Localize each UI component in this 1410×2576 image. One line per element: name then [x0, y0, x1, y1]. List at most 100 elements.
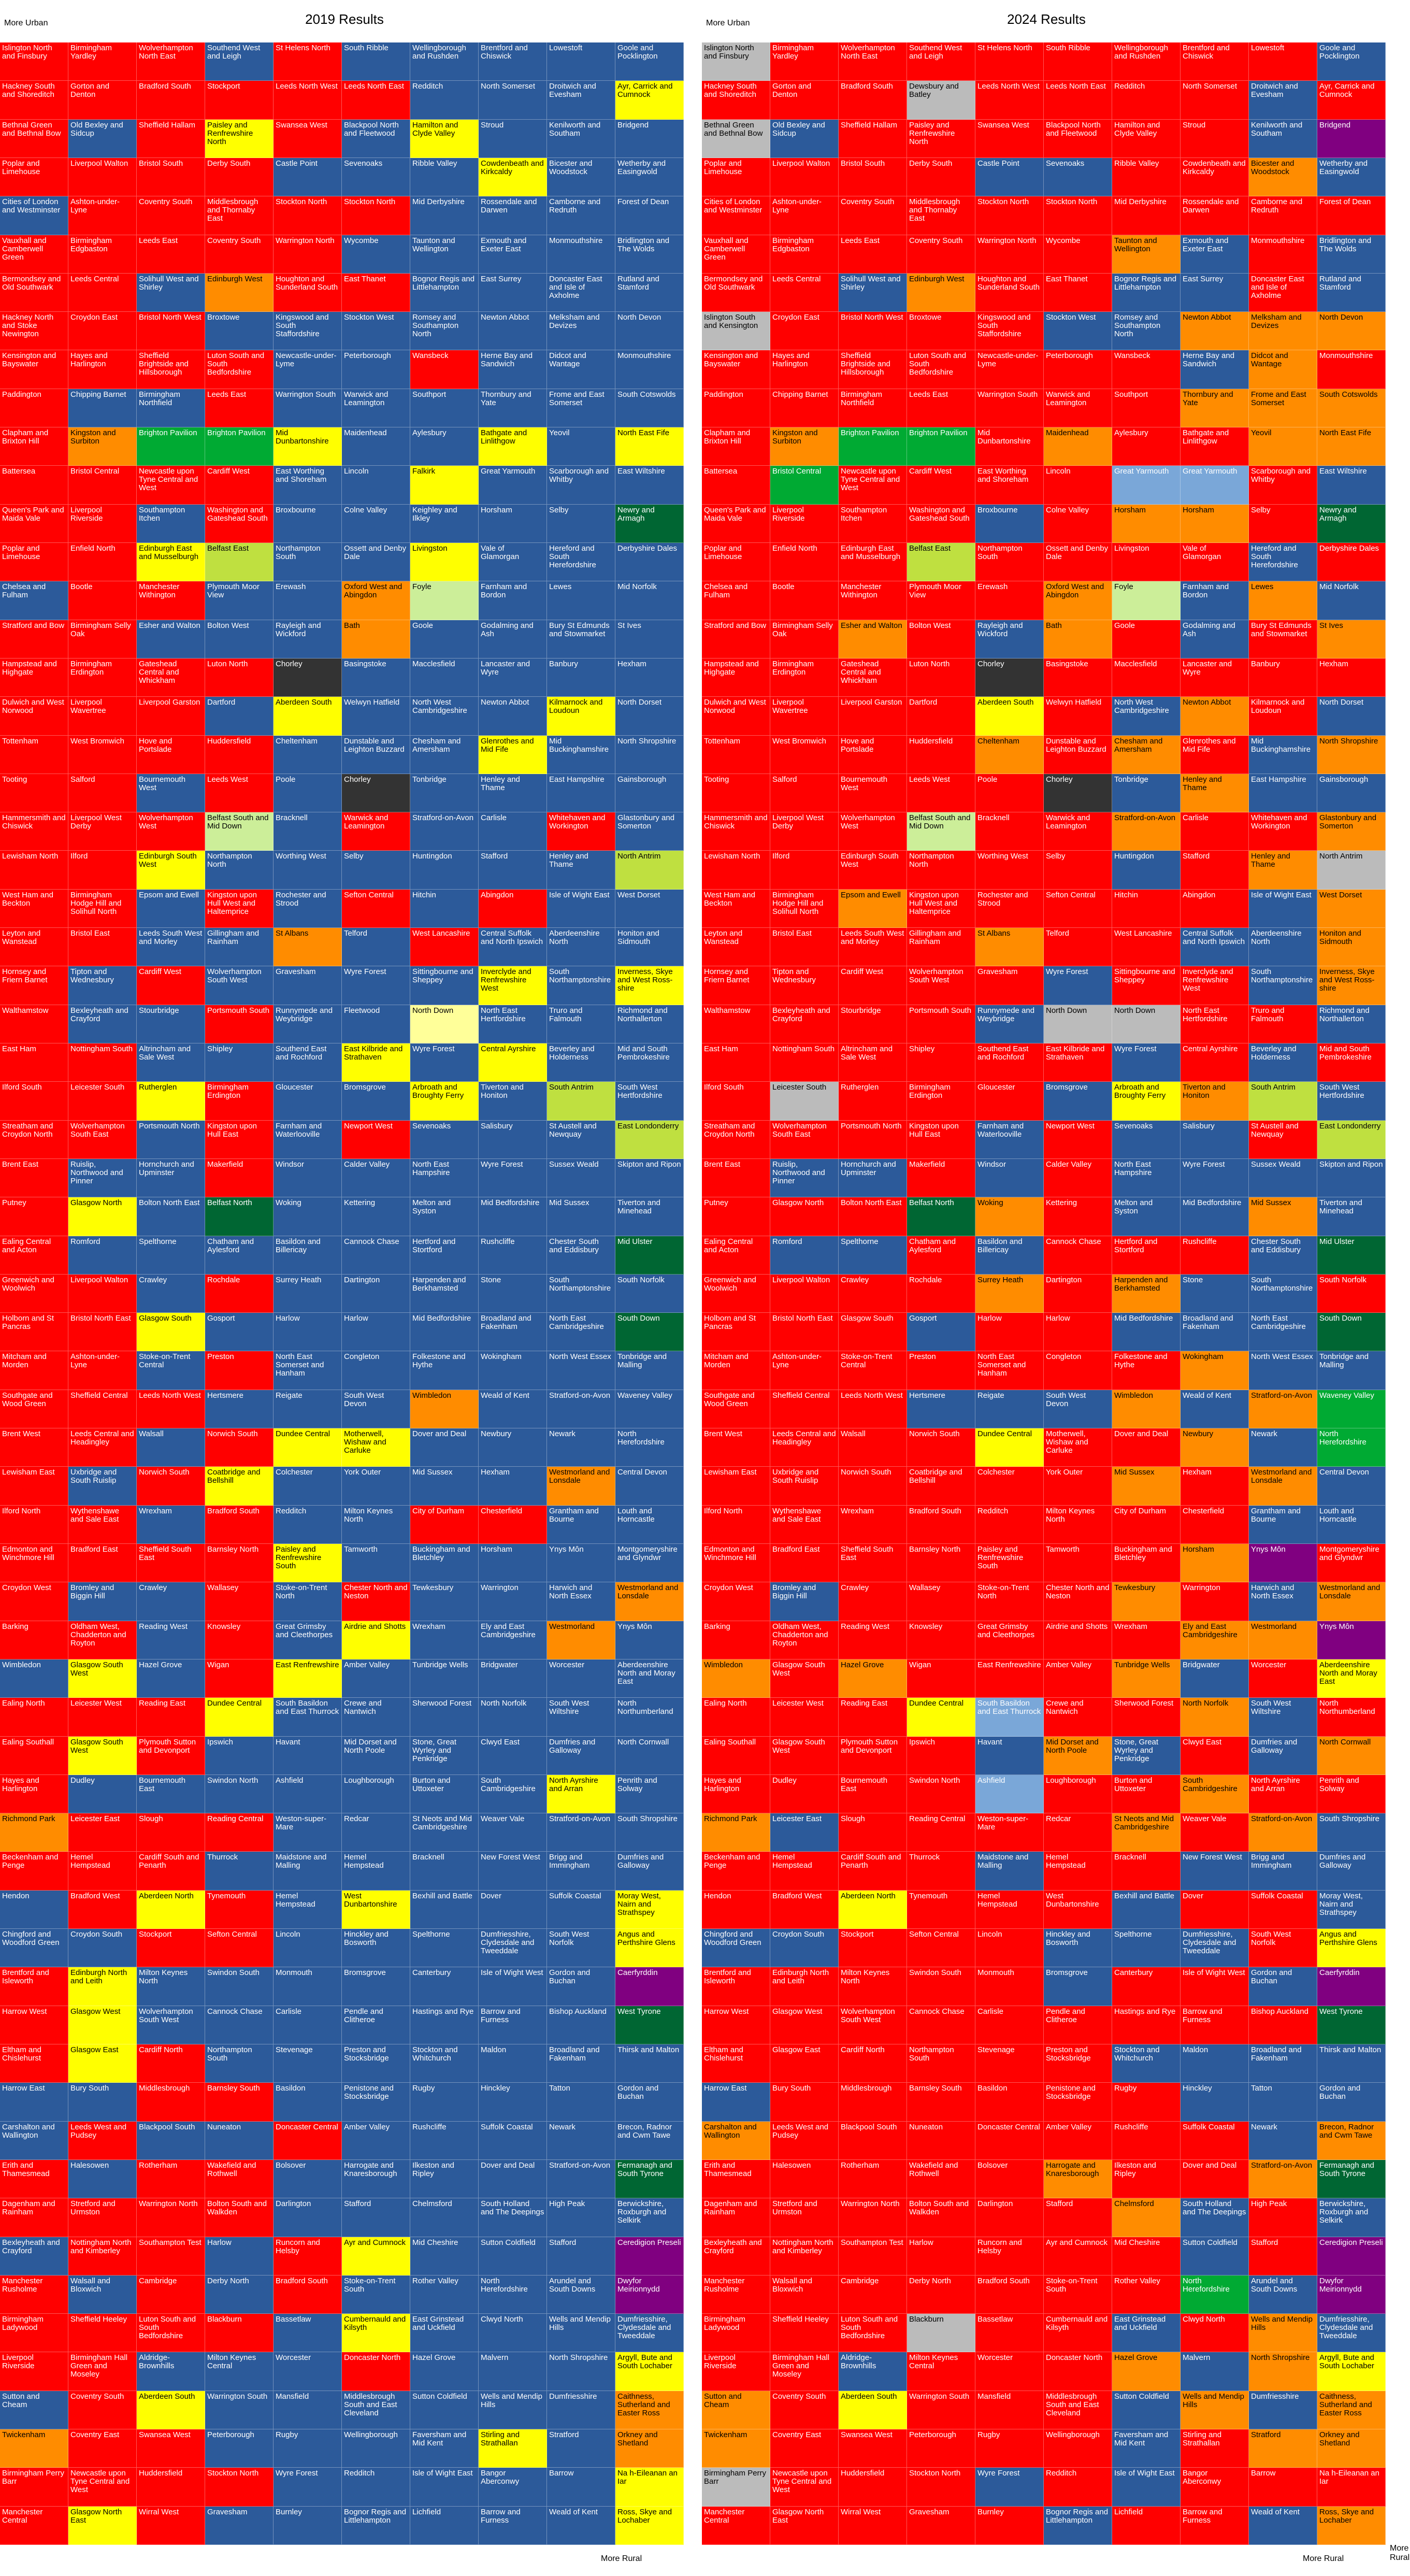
- constituency-tile: Leeds Central: [68, 273, 137, 312]
- constituency-tile: Hertford and Stortford: [410, 1236, 479, 1275]
- constituency-tile: Warrington South: [907, 2391, 975, 2430]
- constituency-tile: Salford: [770, 774, 839, 813]
- constituency-tile: Liverpool Garston: [137, 697, 205, 736]
- constituency-tile: Ealing North: [0, 1698, 68, 1737]
- constituency-tile: Bromsgrove: [1044, 1082, 1112, 1121]
- constituency-tile: Nottingham South: [68, 1043, 137, 1082]
- constituency-tile: Newcastle-under-Lyme: [274, 350, 342, 389]
- constituency-tile: Reading Central: [205, 1813, 274, 1852]
- constituency-tile: Dudley: [770, 1774, 839, 1814]
- constituency-tile: St Ives: [1317, 620, 1386, 659]
- constituency-tile: Ilford South: [702, 1082, 770, 1121]
- constituency-tile: Kingswood and South Staffordshire: [274, 312, 342, 351]
- constituency-tile: Kingston upon Hull West and Haltemprice: [205, 889, 274, 928]
- constituency-tile: Farnham and Bordon: [479, 581, 547, 620]
- constituency-tile: Whitehaven and Workington: [1249, 812, 1317, 851]
- constituency-tile: Mid Cheshire: [410, 2237, 479, 2276]
- constituency-tile: Reading West: [839, 1621, 907, 1659]
- constituency-tile: South West Hertfordshire: [1317, 1082, 1386, 1121]
- constituency-tile: Lowestoft: [547, 42, 615, 81]
- constituency-tile: Hampstead and Highgate: [702, 658, 770, 697]
- constituency-tile: Rochdale: [907, 1274, 975, 1313]
- constituency-tile: Gravesham: [907, 2506, 975, 2545]
- constituency-tile: Windsor: [274, 1158, 342, 1198]
- constituency-tile: Hayes and Harlington: [0, 1774, 68, 1814]
- constituency-tile: Luton South and South Bedfordshire: [907, 350, 975, 389]
- constituency-tile: Poole: [274, 774, 342, 813]
- more-urban-label: More Urban: [4, 19, 48, 27]
- constituency-tile: Dartford: [205, 697, 274, 736]
- constituency-tile: Horsham: [1181, 1544, 1249, 1583]
- constituency-tile: Angus and Perthshire Glens: [615, 1929, 684, 1968]
- constituency-tile: Stockton North: [205, 2468, 274, 2507]
- constituency-tile: Glasgow North: [68, 1197, 137, 1236]
- constituency-tile: Ayr and Cumnock: [342, 2237, 410, 2276]
- constituency-tile: Doncaster Central: [274, 2121, 342, 2160]
- constituency-tile: Newton Abbot: [1181, 697, 1249, 736]
- constituency-tile: Livingston: [410, 543, 479, 582]
- constituency-tile: Wetherby and Easingwold: [1317, 158, 1386, 197]
- constituency-tile: Nottingham North and Kimberley: [770, 2237, 839, 2276]
- constituency-tile: Bermondsey and Old Southwark: [702, 273, 770, 312]
- constituency-tile: Ipswich: [907, 1736, 975, 1775]
- constituency-tile: Middlesbrough: [839, 2083, 907, 2122]
- constituency-tile: Caithness, Sutherland and Easter Ross: [615, 2391, 684, 2430]
- constituency-tile: Gillingham and Rainham: [205, 928, 274, 967]
- constituency-tile: Wyre Forest: [1112, 1043, 1181, 1082]
- constituency-tile: East Wiltshire: [615, 466, 684, 505]
- constituency-tile: Cannock Chase: [342, 1236, 410, 1275]
- constituency-tile: South Northamptonshire: [1249, 1274, 1317, 1313]
- constituency-tile: Dumfriesshire, Clydesdale and Tweeddale: [479, 1929, 547, 1968]
- constituency-tile: Dumfriesshire, Clydesdale and Tweeddale: [1181, 1929, 1249, 1968]
- constituency-tile: South Antrim: [547, 1082, 615, 1121]
- constituency-tile: Peterborough: [907, 2429, 975, 2468]
- constituency-tile: Wellingborough: [1044, 2429, 1112, 2468]
- constituency-tile: Bootle: [68, 581, 137, 620]
- constituency-tile: Streatham and Croydon North: [0, 1120, 68, 1159]
- constituency-tile: Reading Central: [907, 1813, 975, 1852]
- constituency-tile: Birmingham Erdington: [770, 658, 839, 697]
- constituency-tile: Gainsborough: [1317, 774, 1386, 813]
- constituency-tile: Broadland and Fakenham: [1181, 1313, 1249, 1352]
- constituency-tile: Beverley and Holderness: [1249, 1043, 1317, 1082]
- constituency-tile: Stockton North: [342, 196, 410, 235]
- constituency-tile: Camborne and Redruth: [1249, 196, 1317, 235]
- constituency-tile: Maidstone and Malling: [274, 1852, 342, 1891]
- constituency-tile: Rugby: [274, 2429, 342, 2468]
- constituency-tile: Tonbridge and Malling: [615, 1351, 684, 1390]
- constituency-tile: North Cornwall: [615, 1736, 684, 1775]
- constituency-tile: Central Devon: [615, 1467, 684, 1506]
- constituency-tile: South Down: [1317, 1313, 1386, 1352]
- constituency-tile: Brent East: [0, 1158, 68, 1198]
- constituency-tile: Derby South: [205, 158, 274, 197]
- constituency-tile: Hertsmere: [907, 1390, 975, 1429]
- constituency-tile: Huddersfield: [205, 735, 274, 774]
- constituency-tile: Cheltenham: [274, 735, 342, 774]
- constituency-tile: Eltham and Chislehurst: [702, 2044, 770, 2083]
- constituency-tile: Sheffield Heeley: [770, 2314, 839, 2353]
- constituency-tile: Edinburgh West: [205, 273, 274, 312]
- constituency-tile: Warwick and Leamington: [342, 389, 410, 428]
- constituency-tile: Preston and Stocksbridge: [1044, 2044, 1112, 2083]
- constituency-tile: Ossett and Denby Dale: [342, 543, 410, 582]
- constituency-tile: Buckingham and Bletchley: [410, 1544, 479, 1583]
- constituency-tile: Blackpool North and Fleetwood: [342, 119, 410, 158]
- constituency-tile: Cambridge: [839, 2275, 907, 2314]
- constituency-tile: Folkestone and Hythe: [1112, 1351, 1181, 1390]
- constituency-tile: Monmouthshire: [547, 235, 615, 274]
- constituency-tile: Bexleyheath and Crayford: [702, 2237, 770, 2276]
- constituency-tile: Wolverhampton South West: [137, 2006, 205, 2044]
- constituency-tile: Birmingham Hall Green and Moseley: [770, 2352, 839, 2391]
- constituency-tile: Dover: [1181, 1890, 1249, 1929]
- constituency-tile: Islington North and Finsbury: [0, 42, 68, 81]
- constituency-tile: Wellingborough: [342, 2429, 410, 2468]
- constituency-tile: Didcot and Wantage: [1249, 350, 1317, 389]
- constituency-tile: Canterbury: [410, 1967, 479, 2006]
- constituency-tile: Chingford and Woodford Green: [702, 1929, 770, 1968]
- constituency-tile: Coatbridge and Bellshill: [205, 1467, 274, 1506]
- constituency-tile: Argyll, Bute and South Lochaber: [1317, 2352, 1386, 2391]
- constituency-tile: Stockton and Whitchurch: [410, 2044, 479, 2083]
- constituency-tile: Honiton and Sidmouth: [1317, 928, 1386, 967]
- constituency-tile: Na h-Eileanan an Iar: [615, 2468, 684, 2507]
- constituency-tile: Aberdeenshire North and Moray East: [1317, 1659, 1386, 1698]
